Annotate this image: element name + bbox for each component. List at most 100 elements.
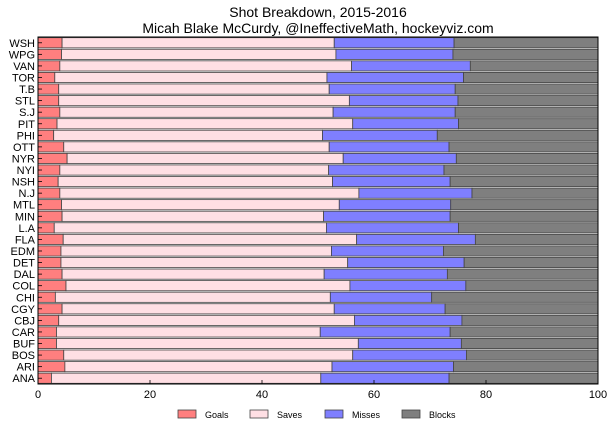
- x-tick-label: 80: [480, 389, 492, 401]
- x-tick-label: 100: [589, 389, 607, 401]
- x-tick-label: 60: [368, 389, 380, 401]
- bar-blocks-wsh: [453, 37, 599, 49]
- bar-blocks-fla: [474, 233, 599, 245]
- bar-blocks-tor: [463, 71, 599, 83]
- bar-misses-nyr: [342, 152, 457, 164]
- bar-misses-tb: [328, 83, 456, 95]
- bar-misses-det: [347, 257, 465, 269]
- y-tick-label: PHI: [17, 130, 35, 142]
- bar-blocks-nsh: [449, 176, 599, 188]
- legend-label-saves: Saves: [277, 410, 303, 420]
- bar-blocks-sj: [454, 106, 599, 118]
- y-tick-label: ARI: [17, 362, 35, 374]
- bar-misses-col: [349, 280, 467, 292]
- bar-misses-nyi: [328, 164, 445, 176]
- y-tick-label: COL: [12, 281, 35, 293]
- bar-blocks-tb: [454, 83, 599, 95]
- bar-misses-wpg: [335, 48, 454, 60]
- legend-swatch-saves: [249, 409, 269, 419]
- y-tick-label: CHI: [16, 292, 35, 304]
- y-tick-label: NYI: [17, 165, 35, 177]
- y-tick-label: NSH: [12, 177, 35, 189]
- bar-blocks-cgy: [444, 303, 599, 315]
- y-tick-label: CGY: [11, 304, 36, 316]
- plot-frame: [37, 36, 599, 385]
- y-tick-label: L.A: [18, 223, 35, 235]
- legend-swatch-goals: [177, 409, 197, 419]
- bar-saves-stl: [58, 95, 350, 107]
- bar-misses-fla: [356, 233, 476, 245]
- y-tick-label: BOS: [12, 350, 35, 362]
- bar-misses-phi: [322, 129, 438, 141]
- bar-saves-buf: [56, 338, 359, 350]
- bar-saves-ana: [51, 372, 322, 384]
- bar-saves-phi: [53, 129, 323, 141]
- y-tick-label: PIT: [18, 119, 35, 131]
- bar-misses-van: [351, 60, 471, 72]
- bar-misses-min: [323, 210, 451, 222]
- bar-misses-pit: [352, 118, 459, 130]
- bar-blocks-nyi: [443, 164, 599, 176]
- bar-blocks-pit: [458, 118, 599, 130]
- bar-blocks-ana: [448, 372, 599, 384]
- chart-subtitle: Micah Blake McCurdy, @IneffectiveMath, h…: [142, 20, 493, 36]
- bar-saves-van: [59, 60, 353, 72]
- bar-saves-wpg: [61, 48, 337, 60]
- bar-blocks-phi: [436, 129, 599, 141]
- bar-misses-chi: [329, 291, 433, 303]
- bar-misses-ott: [328, 141, 450, 153]
- legend-label-goals: Goals: [205, 410, 229, 420]
- bar-misses-cgy: [333, 303, 446, 315]
- bar-saves-tor: [54, 71, 328, 83]
- bar-misses-tor: [326, 71, 464, 83]
- y-tick-label: T.B: [19, 84, 35, 96]
- y-tick-label: OTT: [13, 142, 35, 154]
- bar-blocks-chi: [431, 291, 599, 303]
- bar-saves-col: [65, 280, 351, 292]
- bars: [37, 37, 599, 384]
- y-tick-label: S.J: [19, 107, 35, 119]
- y-tick-label: VAN: [13, 61, 35, 73]
- bar-saves-nyr: [66, 152, 344, 164]
- x-tick-label: 40: [256, 389, 268, 401]
- bar-misses-nj: [358, 187, 473, 199]
- y-tick-label: TOR: [12, 72, 35, 84]
- bar-saves-nyi: [59, 164, 330, 176]
- chart-title: Shot Breakdown, 2015-2016: [229, 4, 407, 20]
- bar-saves-nsh: [57, 176, 333, 188]
- bar-misses-bos: [352, 349, 467, 361]
- bar-saves-edm: [60, 245, 332, 257]
- legend-label-blocks: Blocks: [429, 410, 456, 420]
- bar-goals-nyr: [37, 152, 68, 164]
- y-tick-label: DET: [13, 258, 35, 270]
- x-tick-label: 0: [35, 389, 41, 401]
- bar-blocks-dal: [446, 268, 599, 280]
- y-tick-label: WPG: [9, 49, 35, 61]
- y-tick-label: N.J: [19, 188, 36, 200]
- bar-saves-cbj: [58, 314, 355, 326]
- bar-saves-ari: [64, 361, 333, 373]
- bar-blocks-min: [449, 210, 599, 222]
- bar-misses-la: [325, 222, 459, 234]
- bar-saves-sj: [59, 106, 334, 118]
- bar-blocks-bos: [465, 349, 599, 361]
- y-tick-label: FLA: [15, 234, 36, 246]
- bar-misses-wsh: [333, 37, 455, 49]
- bar-blocks-van: [469, 60, 599, 72]
- y-tick-label: MTL: [13, 200, 35, 212]
- bar-blocks-nyr: [455, 152, 599, 164]
- x-tick-label: 20: [144, 389, 156, 401]
- bar-saves-fla: [62, 233, 358, 245]
- bar-blocks-car: [449, 326, 599, 338]
- legend-swatch-blocks: [401, 409, 421, 419]
- y-tick-label: EDM: [11, 246, 35, 258]
- bar-saves-chi: [54, 291, 331, 303]
- bar-blocks-stl: [457, 95, 599, 107]
- bar-blocks-nj: [471, 187, 599, 199]
- bar-saves-tb: [58, 83, 330, 95]
- y-tick-label: MIN: [15, 211, 35, 223]
- bar-saves-cgy: [61, 303, 335, 315]
- y-tick-labels: WSHWPGVANTORT.BSTLS.JPITPHIOTTNYRNYINSHN…: [9, 38, 42, 385]
- bar-blocks-la: [458, 222, 599, 234]
